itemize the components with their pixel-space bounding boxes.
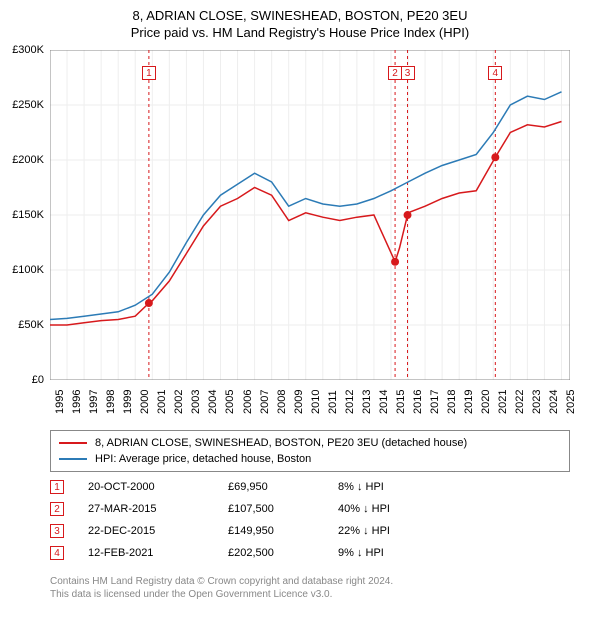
chart-marker-4: 4 (488, 66, 502, 80)
x-tick-label: 1995 (54, 390, 66, 414)
footer-line-2: This data is licensed under the Open Gov… (50, 588, 570, 601)
transaction-price: £107,500 (228, 503, 338, 515)
transaction-row: 3 22-DEC-2015£149,95022% ↓ HPI (50, 520, 570, 542)
x-tick-label: 2005 (224, 390, 236, 414)
footer-attribution: Contains HM Land Registry data © Crown c… (50, 575, 570, 601)
chart-container: 8, ADRIAN CLOSE, SWINESHEAD, BOSTON, PE2… (0, 0, 600, 620)
chart-marker-3: 3 (401, 66, 415, 80)
x-tick-label: 2002 (173, 390, 185, 414)
transaction-price: £149,950 (228, 525, 338, 537)
transaction-diff: 9% ↓ HPI (338, 547, 458, 559)
transaction-diff: 40% ↓ HPI (338, 503, 458, 515)
x-tick-label: 2013 (361, 390, 373, 414)
footer-line-1: Contains HM Land Registry data © Crown c… (50, 575, 570, 588)
x-tick-label: 2014 (378, 390, 390, 414)
x-tick-label: 2006 (242, 390, 254, 414)
x-tick-label: 2007 (259, 390, 271, 414)
y-axis: £0£50K£100K£150K£200K£250K£300K (0, 50, 48, 380)
x-tick-label: 2018 (446, 390, 458, 414)
transaction-diff: 8% ↓ HPI (338, 481, 458, 493)
chart-marker-1: 1 (142, 66, 156, 80)
transaction-date: 27-MAR-2015 (88, 503, 228, 515)
x-tick-label: 2015 (395, 390, 407, 414)
y-tick-label: £100K (12, 264, 44, 276)
legend-label: HPI: Average price, detached house, Bost… (95, 453, 311, 465)
transaction-marker: 2 (50, 502, 64, 516)
x-tick-label: 2001 (156, 390, 168, 414)
chart-plot-area: 1234 (50, 50, 570, 380)
transaction-row: 2 27-MAR-2015£107,50040% ↓ HPI (50, 498, 570, 520)
transaction-date: 12-FEB-2021 (88, 547, 228, 559)
transaction-price: £202,500 (228, 547, 338, 559)
transactions-table: 120-OCT-2000£69,9508% ↓ HPI227-MAR-2015£… (50, 476, 570, 564)
transaction-marker: 1 (50, 480, 64, 494)
x-tick-label: 2003 (190, 390, 202, 414)
x-tick-label: 2008 (276, 390, 288, 414)
transaction-date: 22-DEC-2015 (88, 525, 228, 537)
legend-label: 8, ADRIAN CLOSE, SWINESHEAD, BOSTON, PE2… (95, 437, 467, 449)
transaction-row: 1 20-OCT-2000£69,9508% ↓ HPI (50, 476, 570, 498)
chart-svg (50, 50, 570, 380)
transaction-marker: 4 (50, 546, 64, 560)
x-tick-label: 2010 (310, 390, 322, 414)
y-tick-label: £0 (32, 374, 44, 386)
x-axis: 1995 1996 1997 1998 1999 2000 2001 2002 2003 2004… (50, 384, 570, 424)
chart-subtitle: Price paid vs. HM Land Registry's House … (0, 25, 600, 40)
x-tick-label: 1999 (122, 390, 134, 414)
x-tick-label: 2019 (463, 390, 475, 414)
title-block: 8, ADRIAN CLOSE, SWINESHEAD, BOSTON, PE2… (0, 0, 600, 40)
y-tick-label: £300K (12, 44, 44, 56)
transaction-date: 20-OCT-2000 (88, 481, 228, 493)
x-tick-label: 2021 (497, 390, 509, 414)
transaction-row: 4 12-FEB-2021£202,5009% ↓ HPI (50, 542, 570, 564)
transaction-diff: 22% ↓ HPI (338, 525, 458, 537)
legend-swatch (59, 442, 87, 444)
x-tick-label: 2020 (480, 390, 492, 414)
x-tick-label: 2017 (429, 390, 441, 414)
y-tick-label: £200K (12, 154, 44, 166)
x-tick-label: 2004 (207, 390, 219, 414)
legend-item: HPI: Average price, detached house, Bost… (59, 451, 561, 467)
transaction-price: £69,950 (228, 481, 338, 493)
y-tick-label: £150K (12, 209, 44, 221)
x-tick-label: 1996 (71, 390, 83, 414)
x-tick-label: 1997 (88, 390, 100, 414)
y-tick-label: £250K (12, 99, 44, 111)
x-tick-label: 1998 (105, 390, 117, 414)
x-tick-label: 2022 (514, 390, 526, 414)
x-tick-label: 2016 (412, 390, 424, 414)
y-tick-label: £50K (18, 319, 44, 331)
x-tick-label: 2025 (565, 390, 577, 414)
transaction-marker: 3 (50, 524, 64, 538)
x-tick-label: 2000 (139, 390, 151, 414)
x-tick-label: 2023 (531, 390, 543, 414)
x-tick-label: 2024 (548, 390, 560, 414)
legend-swatch (59, 458, 87, 460)
x-tick-label: 2012 (344, 390, 356, 414)
legend-item: 8, ADRIAN CLOSE, SWINESHEAD, BOSTON, PE2… (59, 435, 561, 451)
chart-title: 8, ADRIAN CLOSE, SWINESHEAD, BOSTON, PE2… (0, 8, 600, 23)
x-tick-label: 2011 (327, 390, 339, 414)
legend: 8, ADRIAN CLOSE, SWINESHEAD, BOSTON, PE2… (50, 430, 570, 472)
x-tick-label: 2009 (293, 390, 305, 414)
